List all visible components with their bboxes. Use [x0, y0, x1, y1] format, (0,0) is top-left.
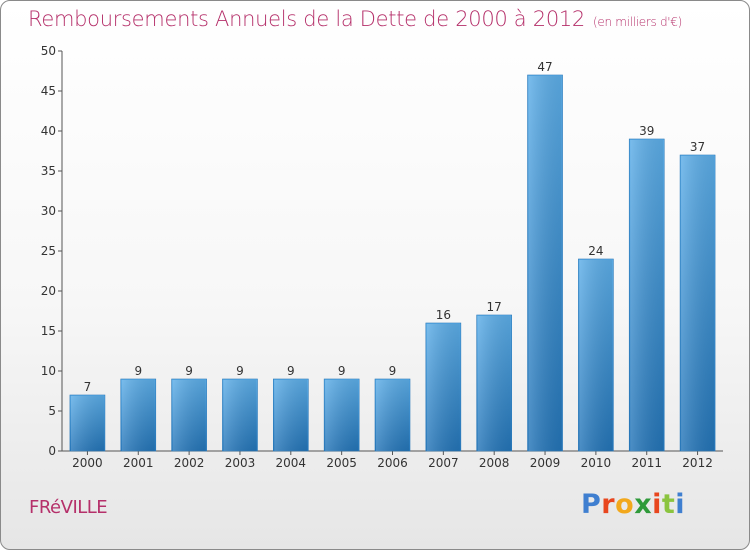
data-label: 47 — [537, 60, 552, 74]
y-tick-label: 0 — [48, 444, 56, 458]
logo-letter: r — [601, 489, 616, 520]
x-tick-label: 2004 — [276, 456, 307, 470]
y-tick-label: 20 — [41, 284, 56, 298]
axes-group: 0 5 10 15 20 25 30 35 40 45 50 — [41, 44, 723, 458]
chart-title: Remboursements Annuels de la Dette de 20… — [28, 7, 682, 31]
x-tick-label: 2010 — [581, 456, 612, 470]
labels-group: 2000 7 2001 9 2002 9 2003 9 2004 9 2005 9 2006 9 2007 1… — [72, 60, 713, 470]
y-tick-label: 50 — [41, 44, 56, 58]
bar-highlight — [630, 140, 664, 451]
x-tick-label: 2012 — [682, 456, 713, 470]
y-tick-label: 40 — [41, 124, 56, 138]
logo-letter: o — [615, 489, 635, 520]
bar-chart: 0 5 10 15 20 25 30 35 40 45 50 2000 7 2001 9 2002 9 2003… — [41, 44, 723, 470]
y-tick-label: 35 — [41, 164, 56, 178]
bar-highlight — [223, 380, 257, 451]
x-tick-label: 2001 — [123, 456, 154, 470]
logo-letter: P — [581, 489, 602, 520]
x-tick-label: 2002 — [174, 456, 205, 470]
data-label: 9 — [185, 364, 193, 378]
bar-highlight — [376, 380, 409, 451]
bar-highlight — [121, 380, 155, 451]
data-label: 17 — [487, 300, 502, 314]
bar-highlight — [274, 380, 308, 451]
data-label: 7 — [84, 380, 92, 394]
bar-highlight — [426, 324, 460, 451]
bar-highlight — [325, 380, 359, 451]
x-tick-label: 2007 — [428, 456, 459, 470]
logo-letter: x — [634, 489, 653, 520]
data-label: 9 — [236, 364, 244, 378]
data-label: 9 — [338, 364, 346, 378]
bar-highlight — [681, 156, 715, 451]
x-tick-label: 2000 — [72, 456, 103, 470]
x-tick-label: 2006 — [377, 456, 408, 470]
town-name: FRéVILLE — [29, 497, 108, 518]
y-tick-label: 30 — [41, 204, 56, 218]
bar-highlight — [579, 260, 613, 451]
bar-highlight — [528, 76, 562, 451]
data-label: 24 — [588, 244, 603, 258]
bars-group — [69, 74, 716, 452]
x-tick-label: 2011 — [631, 456, 662, 470]
bar-highlight — [70, 396, 104, 451]
logo-letter: i — [675, 489, 686, 520]
bar-highlight — [172, 380, 206, 451]
x-tick-label: 2005 — [326, 456, 357, 470]
data-label: 9 — [287, 364, 295, 378]
y-tick-label: 10 — [41, 364, 56, 378]
x-tick-label: 2003 — [225, 456, 256, 470]
proxiti-logo: Proxiti — [581, 489, 685, 520]
data-label: 9 — [134, 364, 142, 378]
chart-subtitle: (en milliers d'€) — [593, 15, 683, 29]
bar-highlight — [477, 316, 511, 451]
logo-letter: t — [661, 489, 676, 520]
y-tick-label: 25 — [41, 244, 56, 258]
y-tick-label: 5 — [48, 404, 56, 418]
data-label: 9 — [389, 364, 397, 378]
y-tick-label: 15 — [41, 324, 56, 338]
data-label: 39 — [639, 124, 654, 138]
chart-title-text: Remboursements Annuels de la Dette de 20… — [28, 7, 585, 31]
data-label: 37 — [690, 140, 705, 154]
data-label: 16 — [436, 308, 451, 322]
logo-letter: i — [652, 489, 662, 520]
y-tick-label: 45 — [41, 84, 56, 98]
x-tick-label: 2009 — [530, 456, 561, 470]
x-tick-label: 2008 — [479, 456, 510, 470]
